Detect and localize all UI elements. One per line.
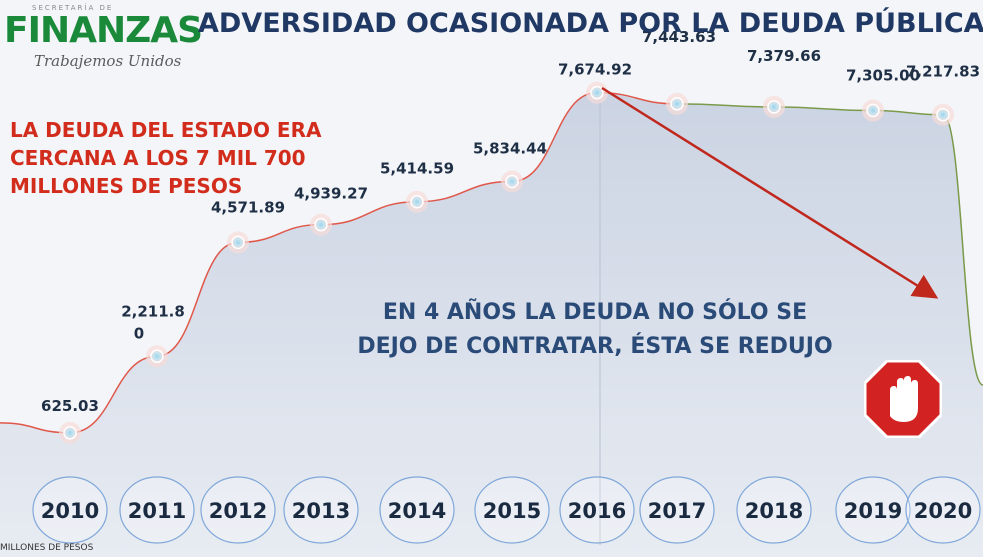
stop-hand-icon [864,360,942,438]
year-circle [905,476,981,544]
data-point [505,174,519,189]
x-tick-label: 2018 [745,499,803,523]
data-label: 7,217.83 [906,63,980,81]
data-point [150,349,164,364]
data-point [410,194,424,209]
x-tick-label: 2015 [483,499,541,523]
x-tick-label: 2010 [41,499,99,523]
data-point [590,85,604,100]
data-label: 4,571.89 [211,198,285,216]
data-point [866,103,880,118]
data-label: 4,939.27 [294,185,368,203]
x-tick-label: 2017 [648,499,706,523]
year-circle [835,476,911,544]
data-point [231,235,245,250]
units-label: MILLONES DE PESOS [0,543,94,553]
data-point [314,217,328,232]
year-circle [119,476,195,544]
decrease-arrow [601,86,939,299]
data-label: 625.03 [41,397,99,415]
data-label: 7,443.63 [642,28,716,46]
data-point [936,107,950,122]
data-label: 7,674.92 [558,61,632,79]
data-point [767,100,781,114]
year-circle [200,476,276,544]
x-tick-label: 2014 [388,499,446,523]
logo-subtitle: Trabajemos Unidos [34,52,182,70]
data-label: 7,305.00 [846,67,920,85]
data-label: 2,211.8 0 [121,302,185,342]
data-point [63,426,77,440]
debt-note-red: LA DEUDA DEL ESTADO ERA CERCANA A LOS 7 … [10,118,322,198]
year-circle [474,476,550,544]
year-circle [639,476,715,544]
year-circle [283,476,359,544]
logo-top-text: SECRETARÍA DE [32,4,114,12]
x-tick-label: 2012 [209,499,267,523]
data-label: 7,379.66 [747,47,821,65]
area-fill [0,92,983,557]
data-label: 5,414.59 [380,160,454,178]
page-title: ADVERSIDAD OCASIONADA POR LA DEUDA PÚBLI… [198,8,983,39]
x-tick-label: 2011 [128,499,186,523]
series-line-falling [676,103,983,386]
data-label: 5,834.44 [473,139,547,157]
finanzas-logo: SECRETARÍA DE FINANZAS Trabajemos Unidos [4,4,203,74]
data-point [670,97,684,111]
x-tick-label: 2019 [844,499,902,523]
x-tick-label: 2016 [568,499,626,523]
x-tick-label: 2013 [292,499,350,523]
x-tick-label: 2020 [914,499,972,523]
year-circle [379,476,455,544]
year-circle [736,476,812,544]
year-circle [559,476,635,544]
year-circle [32,476,108,544]
debt-note-center: EN 4 AÑOS LA DEUDA NO SÓLO SE DEJO DE CO… [357,300,833,359]
logo-main-text: FINANZAS [4,10,203,51]
